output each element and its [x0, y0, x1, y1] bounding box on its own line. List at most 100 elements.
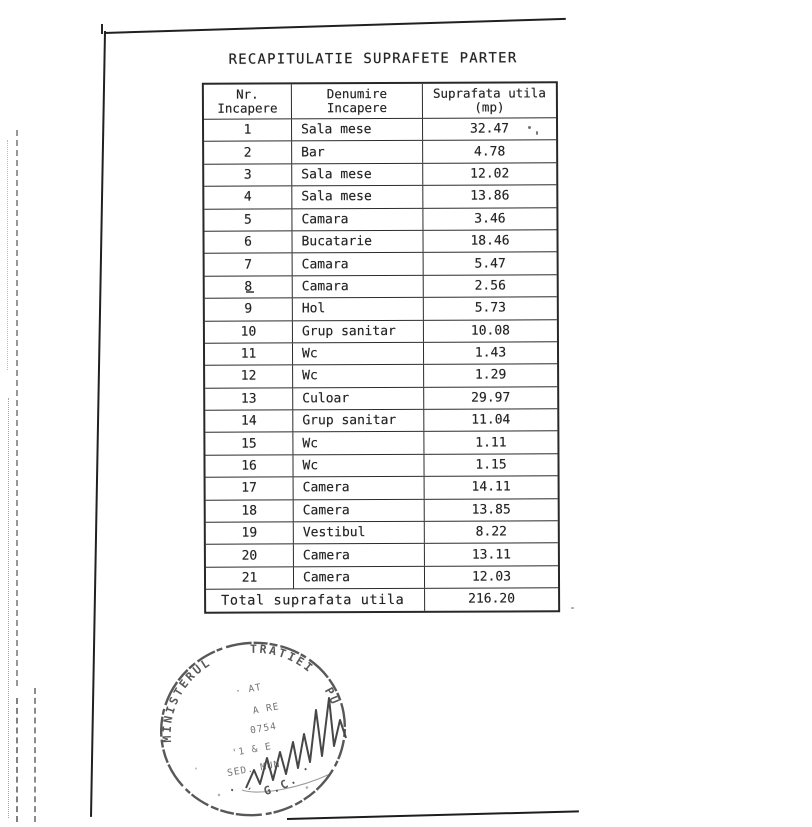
row-number: 6 — [204, 231, 293, 254]
room-name: Hol — [292, 297, 424, 320]
room-name: Bucatarie — [292, 230, 424, 253]
row-number: 19 — [205, 522, 294, 545]
header-usable-area: Suprafata utila (mp) — [423, 83, 556, 118]
room-area: 4.78 — [473, 144, 506, 160]
room-name: Camara — [292, 253, 424, 276]
room-area: 1.43 — [474, 345, 507, 361]
room-name: Bar — [292, 141, 424, 164]
stamp-arc-text: MINISTERUL — [150, 654, 226, 745]
table-row: 9 Hol 5.73 — [204, 296, 557, 321]
room-name: Camera — [293, 477, 425, 500]
table-row: 12 Wc 1.29 — [205, 363, 558, 388]
stamp-arc-text: TRATIEI — [248, 638, 319, 685]
room-area: 13.11 — [471, 547, 512, 563]
scan-speck — [536, 131, 538, 135]
header-room-number: Nr. Incapere — [203, 84, 293, 119]
row-number: 10 — [204, 320, 293, 343]
row-number: 14 — [205, 410, 294, 433]
scan-speck — [571, 607, 574, 609]
room-area: 11.04 — [471, 412, 511, 428]
room-name: Sala mese — [292, 163, 424, 186]
room-name: Wc — [293, 432, 425, 455]
row-number: 15 — [205, 432, 294, 455]
header-line: Incapere — [217, 100, 278, 116]
row-number: 1 — [204, 119, 293, 142]
table-row: 17 Camera 14.11 — [205, 475, 558, 500]
row-number: 13 — [205, 388, 294, 410]
room-area: 8.22 — [475, 524, 507, 540]
table-row: 18 Camera 13.85 — [205, 497, 558, 522]
room-name: Wc — [293, 365, 425, 388]
header-room-name: Denumire Incapere — [291, 83, 423, 119]
table-row: 19 Vestibul 8.22 — [205, 520, 558, 545]
row-number: 3 — [204, 164, 293, 186]
row-number: 9 — [204, 298, 293, 321]
page-border-top — [103, 17, 566, 34]
room-area: 1.15 — [475, 457, 507, 473]
stamp-inner-text: 0754 — [249, 721, 277, 737]
room-name: Culoar — [293, 387, 425, 410]
table-row: 13 Culoar 29.97 — [205, 385, 558, 410]
room-area: 32.47 — [469, 121, 510, 137]
row-number: 8 — [204, 276, 293, 298]
stamp-inner-text: A RE — [252, 701, 280, 717]
stamp-ring — [159, 641, 347, 817]
signature-underline — [241, 773, 331, 793]
table-row: 20 Camera 13.11 — [205, 542, 558, 567]
room-area: 1.29 — [474, 367, 507, 384]
table-row: 15 Wc 1.11 — [205, 430, 558, 455]
room-name: Camera — [293, 499, 425, 522]
row-number: 4 — [204, 186, 293, 209]
table-row: 4 Sala mese 13.86 — [204, 184, 557, 209]
scan-edge-artifact — [34, 688, 36, 822]
scan-edge-artifact — [8, 398, 9, 818]
table-row: 11 Wc 1.43 — [204, 341, 558, 366]
stamp-inner-text: · AT — [234, 682, 262, 698]
scan-speck — [528, 126, 531, 129]
page-border-left — [90, 30, 107, 817]
room-name: Camara — [292, 275, 424, 298]
table-row: 14 Grup sanitar 11.04 — [205, 408, 558, 433]
ministry-stamp: MINISTERUL TRATIEI PU · ′ G.C. · · AT A … — [150, 638, 347, 817]
room-name: Wc — [293, 454, 425, 477]
stamp-arc-text: PU — [321, 684, 343, 709]
room-name: Camara — [292, 208, 424, 231]
row-number: 11 — [204, 343, 294, 366]
scan-edge-artifact — [7, 140, 8, 370]
row-number: 16 — [205, 455, 294, 478]
header-line: Incapere — [326, 99, 388, 116]
room-area: 29.97 — [471, 390, 511, 406]
room-name: Sala mese — [292, 118, 424, 141]
table-header-row: Nr. Incapere Denumire Incapere Suprafata… — [203, 83, 556, 119]
table-row: 1 Sala mese 32.47 — [204, 117, 557, 142]
table-row: 3 Sala mese 12.02 — [204, 162, 557, 186]
room-area: 10.08 — [470, 323, 511, 339]
row-number: 20 — [205, 544, 294, 567]
room-name: Grup sanitar — [293, 409, 425, 432]
row-number: 18 — [205, 500, 294, 522]
room-area: 5.73 — [474, 300, 507, 316]
table-row: 7 Camara 5.47 — [204, 251, 557, 276]
table-row: 5 Camara 3.46 — [204, 206, 557, 231]
document-title: RECAPITULATIE SUPRAFETE PARTER — [228, 50, 518, 68]
table-row: 2 Bar 4.78 — [204, 139, 557, 164]
room-name: Vestibul — [293, 521, 425, 544]
table-row: 16 Wc 1.15 — [205, 453, 558, 478]
table-row: 8 Camara 2.56 — [204, 273, 557, 298]
scan-edge-artifact — [16, 698, 18, 822]
room-area: 1.11 — [475, 435, 507, 451]
table-total-row: Total suprafata utila 216.20 — [206, 587, 559, 612]
room-area: 13.86 — [470, 188, 510, 204]
room-name: Camera — [293, 544, 425, 567]
room-name: Wc — [292, 342, 425, 365]
row-number: 17 — [205, 477, 294, 500]
row-number: 5 — [204, 208, 293, 231]
table-row: 6 Bucatarie 18.46 — [204, 229, 557, 254]
scan-corner-tick — [101, 24, 103, 34]
room-name: Grup sanitar — [292, 320, 424, 343]
room-area: 5.47 — [474, 255, 506, 272]
scan-edge-artifact — [16, 130, 18, 686]
row-number: 21 — [205, 567, 295, 589]
room-name: Camera — [293, 566, 426, 589]
table-row: 21 Camera 12.03 — [205, 565, 559, 589]
